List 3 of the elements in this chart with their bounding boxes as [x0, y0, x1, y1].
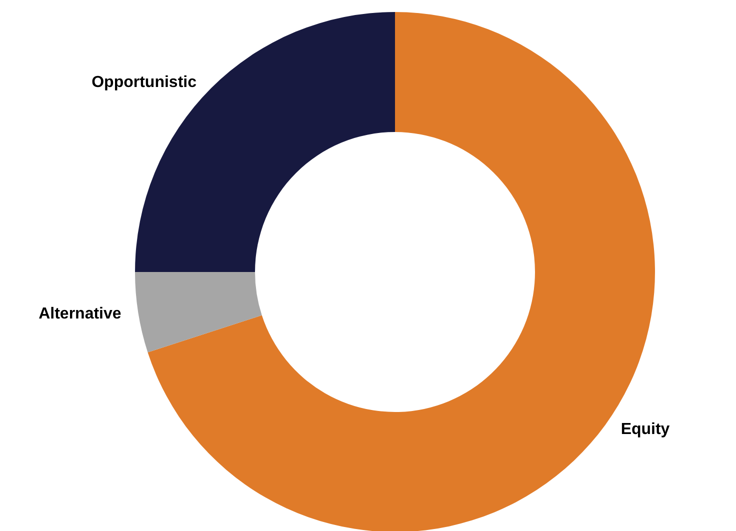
- slice-label: Alternative: [38, 305, 122, 322]
- slice-label: Opportunistic: [92, 74, 197, 91]
- slice-label: Equity: [620, 421, 670, 438]
